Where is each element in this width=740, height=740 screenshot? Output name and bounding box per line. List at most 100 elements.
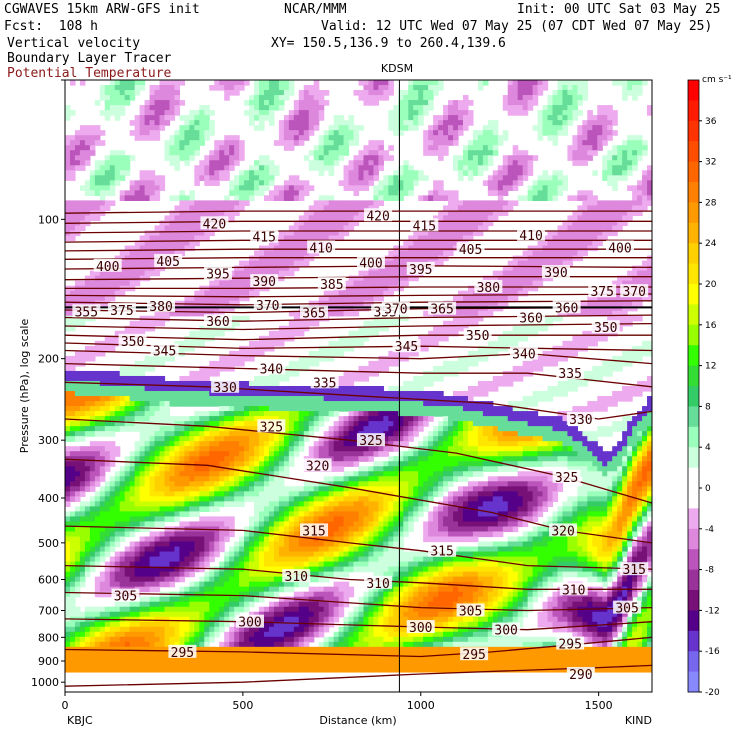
velocity-cell bbox=[482, 135, 489, 141]
velocity-cell bbox=[527, 155, 534, 161]
velocity-cell bbox=[278, 195, 285, 201]
velocity-cell bbox=[423, 140, 429, 146]
velocity-cell bbox=[104, 391, 111, 397]
velocity-cell bbox=[229, 290, 235, 297]
velocity-cell bbox=[462, 235, 469, 242]
velocity-cell bbox=[109, 80, 116, 86]
velocity-cell bbox=[572, 235, 578, 242]
velocity-cell bbox=[174, 386, 181, 392]
velocity-cell bbox=[199, 130, 205, 136]
velocity-cell bbox=[567, 446, 574, 452]
velocity-cell bbox=[79, 165, 86, 171]
velocity-cell bbox=[373, 396, 379, 402]
velocity-cell bbox=[278, 85, 285, 91]
velocity-cell bbox=[388, 85, 394, 91]
velocity-cell bbox=[467, 446, 474, 452]
velocity-cell bbox=[124, 80, 131, 86]
velocity-cell bbox=[298, 235, 305, 242]
velocity-cell bbox=[293, 250, 300, 257]
velocity-cell bbox=[104, 190, 111, 196]
velocity-cell bbox=[154, 320, 161, 327]
velocity-cell bbox=[169, 431, 176, 437]
velocity-cell bbox=[199, 310, 205, 317]
velocity-cell bbox=[477, 220, 484, 227]
velocity-cell bbox=[487, 345, 494, 352]
velocity-cell bbox=[259, 125, 265, 131]
velocity-cell bbox=[249, 195, 255, 201]
velocity-cell bbox=[378, 290, 384, 297]
velocity-cell bbox=[179, 150, 185, 156]
velocity-cell bbox=[99, 85, 106, 91]
velocity-cell bbox=[627, 396, 633, 402]
velocity-cell bbox=[283, 250, 290, 257]
velocity-cell bbox=[99, 396, 106, 402]
velocity-cell bbox=[542, 130, 549, 136]
velocity-cell bbox=[627, 360, 633, 367]
velocity-cell bbox=[313, 386, 320, 392]
velocity-cell bbox=[373, 386, 379, 392]
velocity-cell bbox=[134, 386, 141, 392]
velocity-cell bbox=[642, 80, 648, 86]
velocity-cell bbox=[254, 421, 260, 427]
velocity-cell bbox=[552, 180, 559, 186]
velocity-cell bbox=[532, 360, 539, 367]
velocity-cell bbox=[642, 180, 648, 186]
velocity-cell bbox=[214, 446, 220, 452]
velocity-cell bbox=[234, 436, 240, 442]
velocity-cell bbox=[65, 315, 71, 322]
velocity-cell bbox=[647, 105, 652, 111]
velocity-cell bbox=[502, 270, 509, 277]
velocity-cell bbox=[204, 180, 210, 186]
velocity-cell bbox=[582, 235, 588, 242]
velocity-cell bbox=[557, 180, 564, 186]
velocity-cell bbox=[642, 275, 648, 282]
velocity-cell bbox=[453, 110, 459, 116]
velocity-cell bbox=[159, 180, 166, 186]
velocity-cell bbox=[627, 421, 633, 427]
velocity-cell bbox=[542, 391, 549, 397]
velocity-cell bbox=[477, 215, 484, 222]
velocity-cell bbox=[507, 110, 514, 116]
velocity-cell bbox=[418, 345, 424, 352]
velocity-cell bbox=[254, 80, 260, 86]
velocity-cell bbox=[139, 446, 146, 452]
velocity-cell bbox=[537, 240, 544, 247]
velocity-cell bbox=[383, 195, 389, 201]
velocity-cell bbox=[373, 175, 379, 181]
velocity-cell bbox=[438, 391, 444, 397]
velocity-cell bbox=[124, 195, 131, 201]
velocity-cell bbox=[532, 401, 539, 407]
velocity-cell bbox=[169, 135, 176, 141]
velocity-cell bbox=[462, 320, 469, 327]
velocity-cell bbox=[358, 391, 365, 397]
velocity-cell bbox=[348, 285, 355, 292]
velocity-cell bbox=[348, 225, 355, 232]
velocity-cell bbox=[129, 245, 136, 252]
velocity-cell bbox=[637, 135, 643, 141]
velocity-cell bbox=[318, 315, 325, 322]
velocity-cell bbox=[418, 230, 424, 237]
velocity-cell bbox=[383, 85, 389, 91]
velocity-cell bbox=[413, 180, 419, 186]
velocity-cell bbox=[467, 441, 474, 447]
velocity-cell bbox=[642, 270, 648, 277]
velocity-cell bbox=[547, 446, 554, 452]
velocity-cell bbox=[65, 295, 71, 302]
velocity-cell bbox=[209, 421, 215, 427]
velocity-cell bbox=[418, 386, 424, 392]
velocity-cell bbox=[204, 235, 210, 242]
velocity-cell bbox=[254, 396, 260, 402]
velocity-cell bbox=[224, 300, 230, 307]
velocity-cell bbox=[249, 180, 255, 186]
velocity-cell bbox=[169, 391, 176, 397]
velocity-cell bbox=[154, 110, 161, 116]
velocity-cell bbox=[254, 401, 260, 407]
velocity-cell bbox=[333, 140, 340, 146]
velocity-cell bbox=[318, 396, 325, 402]
velocity-cell bbox=[144, 180, 151, 186]
velocity-cell bbox=[333, 305, 340, 312]
velocity-cell bbox=[119, 165, 126, 171]
velocity-cell bbox=[522, 401, 529, 407]
velocity-cell bbox=[557, 120, 564, 126]
velocity-cell bbox=[383, 325, 389, 332]
